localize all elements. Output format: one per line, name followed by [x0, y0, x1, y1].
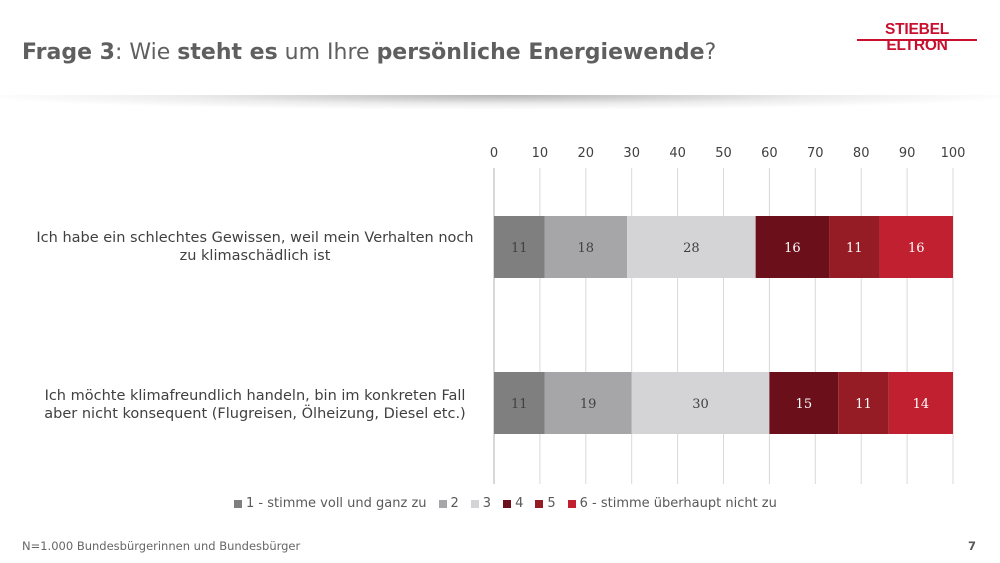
x-tick-label: 100: [941, 146, 966, 161]
chart-legend: 1 - stimme voll und ganz zu 2 3 4 5 6 - stimm…: [234, 496, 789, 511]
bar-value-label: 15: [796, 397, 813, 412]
x-tick-label: 60: [761, 146, 778, 161]
bar-value-label: 11: [511, 241, 528, 256]
bar-segment: [494, 372, 545, 434]
legend-label: 3: [482, 496, 492, 511]
title-part: um Ihre: [277, 40, 377, 65]
legend-label: 6 - stimme überhaupt nicht zu: [579, 496, 777, 511]
x-tick-label: 0: [490, 146, 498, 161]
bar-value-label: 19: [580, 397, 597, 412]
bar-segment: [544, 216, 628, 278]
legend-swatch: [503, 499, 512, 508]
legend-swatch: [438, 499, 447, 508]
legend-item: 3: [470, 496, 492, 511]
legend-item: 4: [503, 496, 523, 511]
x-tick-label: 90: [899, 146, 916, 161]
category-label-line: Ich möchte klimafreundlich handeln, bin …: [44, 388, 466, 404]
x-tick-label: 30: [623, 146, 640, 161]
legend-label: 2: [450, 496, 459, 511]
bar-segment: [838, 372, 889, 434]
x-tick-label: 20: [578, 146, 595, 161]
bar-value-label: 16: [908, 241, 925, 256]
category-label-line: zu klimaschädlich ist: [179, 248, 331, 264]
page-number: 7: [968, 539, 977, 553]
bar-value-label: 16: [784, 241, 801, 256]
bar-value-label: 11: [846, 241, 863, 256]
legend-label: 5: [547, 496, 556, 511]
bar-value-label: 11: [855, 397, 872, 412]
bar-segment: [879, 216, 953, 278]
x-tick-label: 40: [669, 146, 686, 161]
bar-value-label: 11: [511, 397, 528, 412]
x-tick-label: 10: [532, 146, 549, 161]
brand-logo: STIEBEL ELTRON: [857, 22, 977, 54]
bar-segment: [829, 216, 880, 278]
bar-segment: [627, 216, 756, 278]
bar-segment: [769, 372, 839, 434]
legend-item: 5: [535, 496, 556, 511]
legend-swatch: [470, 499, 479, 508]
legend-item: 2: [438, 496, 459, 511]
title-part: steht es: [177, 40, 278, 65]
legend-swatch: [234, 499, 242, 508]
x-tick-label: 80: [853, 146, 870, 161]
bar-segment: [544, 372, 632, 434]
category-label: Ich möchte klimafreundlich handeln, bin …: [30, 387, 480, 423]
legend-swatch: [567, 499, 576, 508]
bar-segment: [888, 372, 953, 434]
legend-label: 4: [515, 496, 524, 511]
category-label-line: aber nicht konsequent (Flugreisen, Ölhei…: [44, 406, 466, 422]
header-divider: [0, 95, 1000, 109]
category-label: Ich habe ein schlechtes Gewissen, weil m…: [30, 229, 480, 265]
legend-item: 6 - stimme überhaupt nicht zu: [567, 496, 777, 511]
category-label-line: Ich habe ein schlechtes Gewissen, weil m…: [36, 230, 474, 246]
x-tick-label: 50: [715, 146, 732, 161]
bar-segment: [631, 372, 770, 434]
title-part: : Wie: [114, 40, 178, 65]
legend-item: 1 - stimme voll und ganz zu: [234, 496, 427, 511]
bar-segment: [755, 216, 830, 278]
title-part: Frage 3: [22, 40, 115, 65]
bar-segment: [494, 216, 545, 278]
title-part: persönliche Energiewende: [376, 40, 705, 65]
sample-size-note: N=1.000 Bundesbürgerinnen und Bundesbürg…: [22, 539, 301, 553]
x-tick-label: 70: [807, 146, 824, 161]
bar-value-label: 14: [913, 397, 930, 412]
bar-value-label: 28: [683, 241, 700, 256]
title-part: ?: [704, 40, 717, 65]
page-title: Frage 3: Wie steht es um Ihre persönlich…: [22, 40, 716, 65]
legend-swatch: [535, 499, 544, 508]
bar-value-label: 30: [692, 397, 709, 412]
legend-label: 1 - stimme voll und ganz zu: [246, 496, 427, 511]
bar-value-label: 18: [578, 241, 595, 256]
